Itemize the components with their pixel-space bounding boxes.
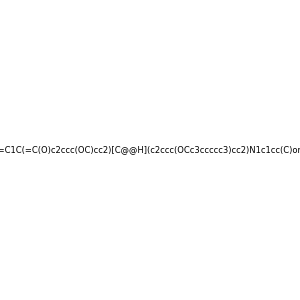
Text: O=C1C(=C(O)c2ccc(OC)cc2)[C@@H](c2ccc(OCc3ccccc3)cc2)N1c1cc(C)on1: O=C1C(=C(O)c2ccc(OC)cc2)[C@@H](c2ccc(OCc… [0,146,300,154]
